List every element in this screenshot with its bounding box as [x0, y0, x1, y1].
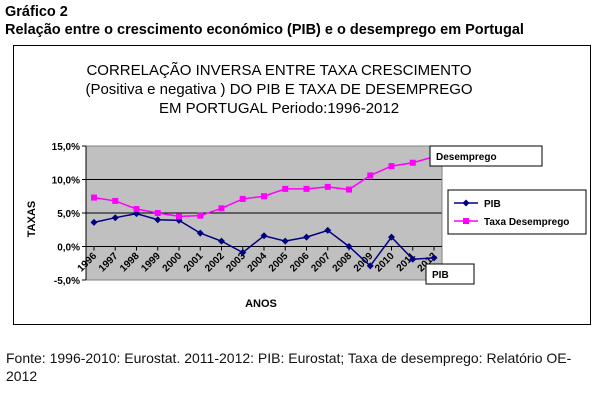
data-point-taxa-desemprego — [218, 205, 225, 212]
data-point-taxa-desemprego — [388, 163, 395, 170]
y-tick-label: 10,0% — [52, 176, 80, 187]
data-point-pib — [218, 237, 225, 245]
y-tick-label: 5,0% — [57, 209, 80, 220]
data-point-pib — [90, 218, 98, 226]
figure-label: Gráfico 2 — [5, 4, 68, 20]
data-point-pib — [281, 237, 289, 245]
data-point-pib — [430, 254, 438, 262]
annotation-box-desemprego — [429, 145, 543, 167]
legend-marker-pib — [462, 199, 470, 207]
data-point-taxa-desemprego — [112, 197, 119, 204]
y-tick-label: 0,0% — [57, 243, 80, 254]
data-point-taxa-desemprego — [367, 172, 374, 179]
data-point-pib — [111, 214, 119, 222]
data-point-pib — [239, 249, 247, 257]
data-point-taxa-desemprego — [409, 159, 416, 166]
y-axis-label: TAXAS — [26, 201, 38, 237]
chart-title-line-2: (Positiva e negativa ) DO PIB E TAXA DE … — [85, 81, 472, 98]
data-point-pib — [154, 216, 162, 224]
data-point-pib — [260, 232, 268, 240]
data-point-taxa-desemprego — [154, 210, 161, 216]
chart-title: CORRELAÇÃO INVERSA ENTRE TAXA CRESCIMENT… — [85, 62, 472, 117]
line-chart: CORRELAÇÃO INVERSA ENTRE TAXA CRESCIMENT… — [26, 62, 587, 310]
x-axis-label: ANOS — [245, 298, 277, 310]
data-point-taxa-desemprego — [324, 183, 331, 190]
data-point-pib — [345, 243, 353, 250]
y-tick-label: 15,0% — [52, 142, 80, 153]
data-point-pib — [366, 262, 374, 270]
data-point-taxa-desemprego — [91, 194, 97, 201]
annotation-label-pib: PIB — [432, 270, 449, 281]
data-point-pib — [324, 226, 332, 234]
chart-title-line-3: EM PORTUGAL Periodo:1996-2012 — [159, 100, 399, 117]
data-point-taxa-desemprego — [346, 186, 352, 193]
data-point-taxa-desemprego — [239, 195, 246, 202]
chart-title-line-1: CORRELAÇÃO INVERSA ENTRE TAXA CRESCIMENT… — [86, 62, 471, 79]
chart-frame: CORRELAÇÃO INVERSA ENTRE TAXA CRESCIMENT… — [13, 45, 591, 325]
annotation-box-pib — [425, 263, 475, 285]
annotation-label-desemprego: Desemprego — [436, 152, 497, 163]
data-point-taxa-desemprego — [261, 193, 267, 200]
data-point-taxa-desemprego — [133, 205, 140, 212]
data-point-pib — [196, 229, 204, 237]
y-tick-label: -5,0% — [54, 276, 80, 287]
legend-label-taxa-desemprego: Taxa Desemprego — [484, 217, 569, 228]
data-point-taxa-desemprego — [197, 212, 204, 219]
data-point-taxa-desemprego — [282, 185, 289, 192]
legend-marker-taxa-desemprego — [463, 218, 469, 224]
data-point-pib — [303, 233, 310, 241]
data-point-taxa-desemprego — [176, 213, 182, 220]
source-note: Fonte: 1996-2010: Eurostat. 2011-2012: P… — [6, 350, 572, 384]
legend-box — [447, 189, 587, 235]
figure-caption: Relação entre o crescimento económico (P… — [5, 22, 524, 38]
legend-label-pib: PIB — [484, 199, 501, 210]
data-point-taxa-desemprego — [303, 185, 310, 192]
data-point-pib — [388, 233, 395, 241]
